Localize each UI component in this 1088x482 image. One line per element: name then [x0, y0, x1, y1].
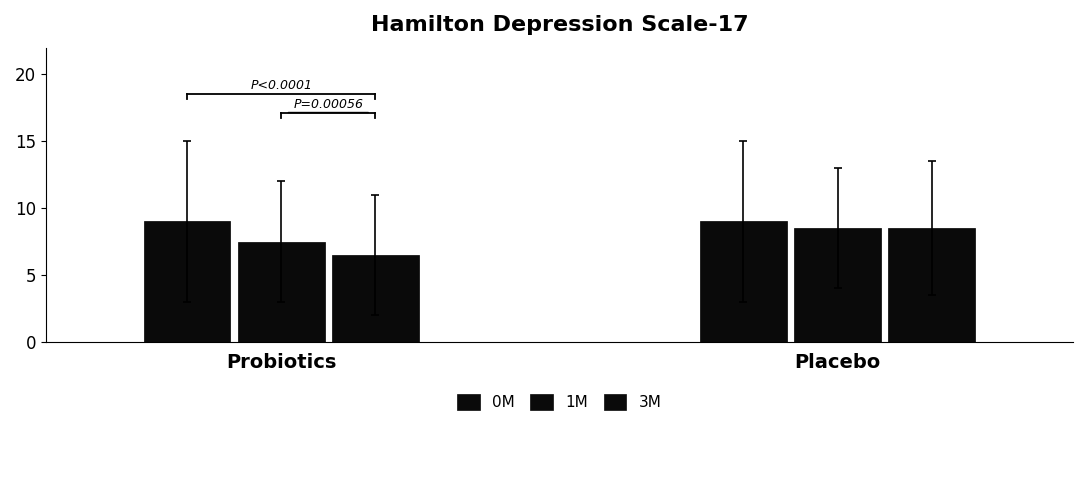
- Bar: [794, 228, 881, 342]
- Bar: [238, 241, 324, 342]
- Title: Hamilton Depression Scale-17: Hamilton Depression Scale-17: [371, 15, 749, 35]
- Text: P=0.00056: P=0.00056: [294, 98, 363, 111]
- Bar: [701, 221, 787, 342]
- Legend: 0M, 1M, 3M: 0M, 1M, 3M: [452, 388, 668, 416]
- Bar: [889, 228, 975, 342]
- Bar: [332, 255, 419, 342]
- Text: P<0.0001: P<0.0001: [250, 80, 312, 93]
- Bar: [144, 221, 231, 342]
